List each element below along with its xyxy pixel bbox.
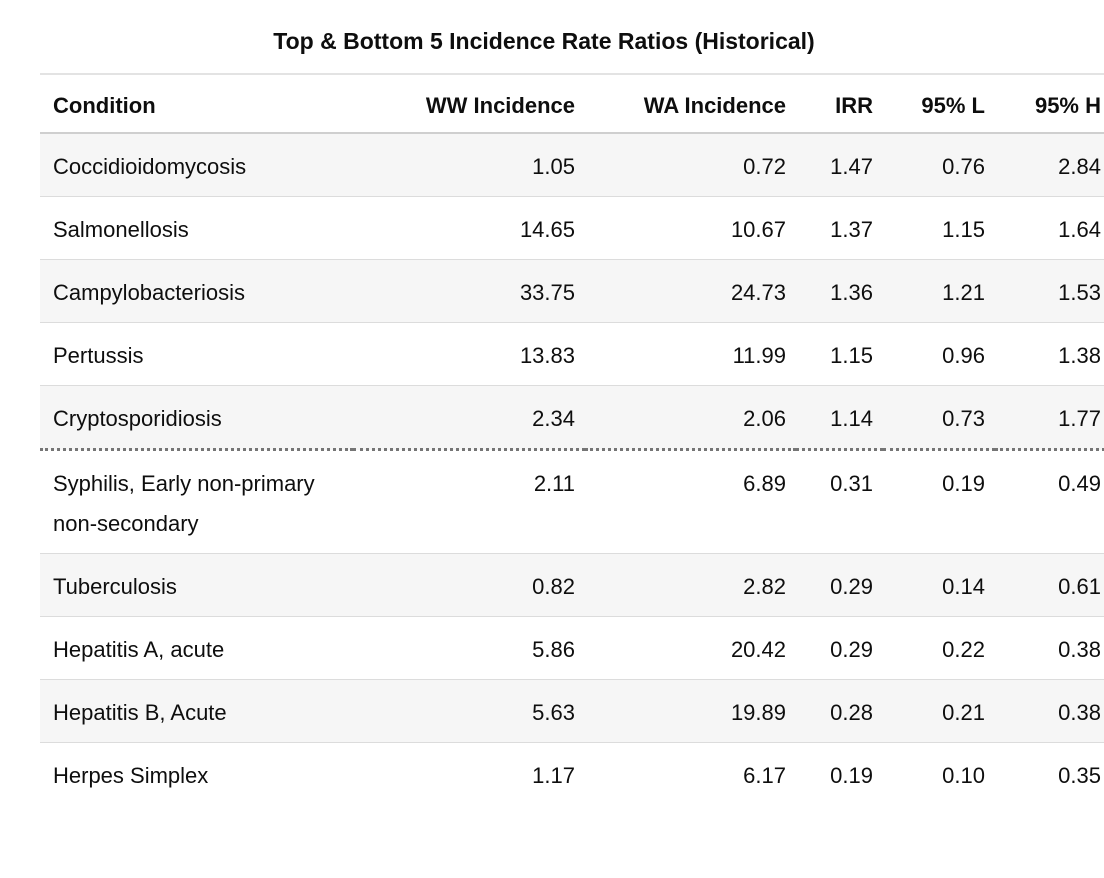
- value-cell-ww-incidence: 0.82: [353, 553, 585, 617]
- header-cell-condition: Condition: [40, 73, 353, 134]
- condition-cell: Hepatitis B, Acute: [40, 679, 353, 743]
- value-cell-irr: 0.29: [796, 616, 883, 680]
- header-row: Condition WW Incidence WA Incidence IRR 95% …: [40, 73, 1104, 134]
- value-cell-ww-incidence: 13.83: [353, 322, 585, 386]
- condition-cell: Cryptosporidiosis: [40, 385, 353, 451]
- table-row-tuberculosis: Tuberculosis 0.82 2.82 0.29 0.14 0.61: [40, 553, 1104, 617]
- value-cell-95-l: 0.10: [942, 763, 985, 788]
- header-cell-95-l: 95% L: [883, 73, 995, 134]
- header-cell-ww-incidence: WW Incidence: [353, 73, 585, 134]
- header-cell-95-h: 95% H: [995, 73, 1104, 134]
- value-cell-irr: 0.29: [796, 553, 883, 617]
- header-cell-irr: IRR: [796, 73, 883, 134]
- value-cell-ww-incidence: 2.11: [353, 449, 585, 554]
- table-row-coccidioidomycosis: Coccidioidomycosis 1.05 0.72 1.47 0.76 2.84: [40, 133, 1104, 197]
- value-cell-95-h: 1.38: [995, 322, 1104, 386]
- table-body: Coccidioidomycosis 1.05 0.72 1.47 0.76 2.84 Sa…: [40, 133, 1104, 805]
- condition-cell: Campylobacteriosis: [40, 259, 353, 323]
- value-cell-95-l: 1.21: [883, 259, 995, 323]
- value-cell-irr: 1.14: [796, 385, 883, 451]
- value-cell-irr: 1.15: [796, 322, 883, 386]
- value-cell-ww-incidence: 1.05: [353, 133, 585, 197]
- condition-cell: Hepatitis A, acute: [40, 616, 353, 680]
- table-row-pertussis: Pertussis 13.83 11.99 1.15 0.96 1.38: [40, 322, 1104, 386]
- value-cell-wa-incidence: 11.99: [585, 322, 796, 386]
- table-row-herpes-simplex: Herpes Simplex 1.17 6.17 0.19 0.10 0.35: [40, 743, 1104, 806]
- value-cell-ww-incidence: 1.17: [532, 763, 575, 788]
- value-cell-wa-incidence: 2.06: [585, 385, 796, 451]
- value-cell-wa-incidence: 24.73: [585, 259, 796, 323]
- value-cell-95-h: 2.84: [995, 133, 1104, 197]
- table-row-cryptosporidiosis: Cryptosporidiosis 2.34 2.06 1.14 0.73 1.77: [40, 385, 1104, 451]
- value-cell-wa-incidence: 6.17: [743, 763, 786, 788]
- header-cell-wa-incidence: WA Incidence: [585, 73, 796, 134]
- value-cell-95-h: 0.35: [1058, 763, 1101, 788]
- value-cell-95-l: 0.19: [883, 449, 995, 554]
- condition-cell: Herpes Simplex: [53, 763, 209, 788]
- value-cell-95-h: 0.38: [995, 616, 1104, 680]
- condition-cell: Syphilis, Early non-primary non-secondar…: [40, 449, 353, 554]
- value-cell-ww-incidence: 5.63: [353, 679, 585, 743]
- table-row-campylobacteriosis: Campylobacteriosis 33.75 24.73 1.36 1.21 1.53: [40, 259, 1104, 323]
- value-cell-irr: 1.36: [796, 259, 883, 323]
- value-cell-wa-incidence: 10.67: [585, 196, 796, 260]
- table-row-syphilis-early-non-primary-non-secondary: Syphilis, Early non-primary non-secondar…: [40, 449, 1104, 554]
- table-row-hepatitis-a-acute: Hepatitis A, acute 5.86 20.42 0.29 0.22 0.38: [40, 616, 1104, 680]
- value-cell-irr: 0.19: [830, 763, 873, 788]
- value-cell-irr: 0.31: [796, 449, 883, 554]
- value-cell-95-h: 1.53: [995, 259, 1104, 323]
- value-cell-wa-incidence: 2.82: [585, 553, 796, 617]
- value-cell-irr: 1.37: [796, 196, 883, 260]
- condition-cell: Tuberculosis: [40, 553, 353, 617]
- value-cell-irr: 1.47: [796, 133, 883, 197]
- value-cell-95-l: 0.22: [883, 616, 995, 680]
- irr-table-figure: Top & Bottom 5 Incidence Rate Ratios (Hi…: [40, 0, 1104, 805]
- condition-cell: Salmonellosis: [40, 196, 353, 260]
- value-cell-95-l: 0.76: [883, 133, 995, 197]
- value-cell-ww-incidence: 14.65: [353, 196, 585, 260]
- value-cell-wa-incidence: 20.42: [585, 616, 796, 680]
- value-cell-95-l: 0.14: [883, 553, 995, 617]
- value-cell-95-l: 0.21: [883, 679, 995, 743]
- value-cell-wa-incidence: 19.89: [585, 679, 796, 743]
- value-cell-95-l: 0.73: [883, 385, 995, 451]
- condition-cell: Pertussis: [40, 322, 353, 386]
- value-cell-95-l: 0.96: [883, 322, 995, 386]
- value-cell-irr: 0.28: [796, 679, 883, 743]
- irr-table: Condition WW Incidence WA Incidence IRR 95% …: [40, 73, 1104, 805]
- value-cell-95-l: 1.15: [883, 196, 995, 260]
- value-cell-wa-incidence: 0.72: [585, 133, 796, 197]
- value-cell-95-h: 0.49: [995, 449, 1104, 554]
- value-cell-ww-incidence: 5.86: [353, 616, 585, 680]
- value-cell-ww-incidence: 2.34: [353, 385, 585, 451]
- table-row-salmonellosis: Salmonellosis 14.65 10.67 1.37 1.15 1.64: [40, 196, 1104, 260]
- value-cell-95-h: 1.77: [995, 385, 1104, 451]
- value-cell-95-h: 0.61: [995, 553, 1104, 617]
- table-header: Condition WW Incidence WA Incidence IRR 95% …: [40, 73, 1104, 134]
- value-cell-95-h: 0.38: [995, 679, 1104, 743]
- value-cell-95-h: 1.64: [995, 196, 1104, 260]
- value-cell-wa-incidence: 6.89: [585, 449, 796, 554]
- table-row-hepatitis-b-acute: Hepatitis B, Acute 5.63 19.89 0.28 0.21 0.38: [40, 679, 1104, 743]
- condition-cell: Coccidioidomycosis: [40, 133, 353, 197]
- value-cell-ww-incidence: 33.75: [353, 259, 585, 323]
- table-title: Top & Bottom 5 Incidence Rate Ratios (Hi…: [273, 28, 815, 54]
